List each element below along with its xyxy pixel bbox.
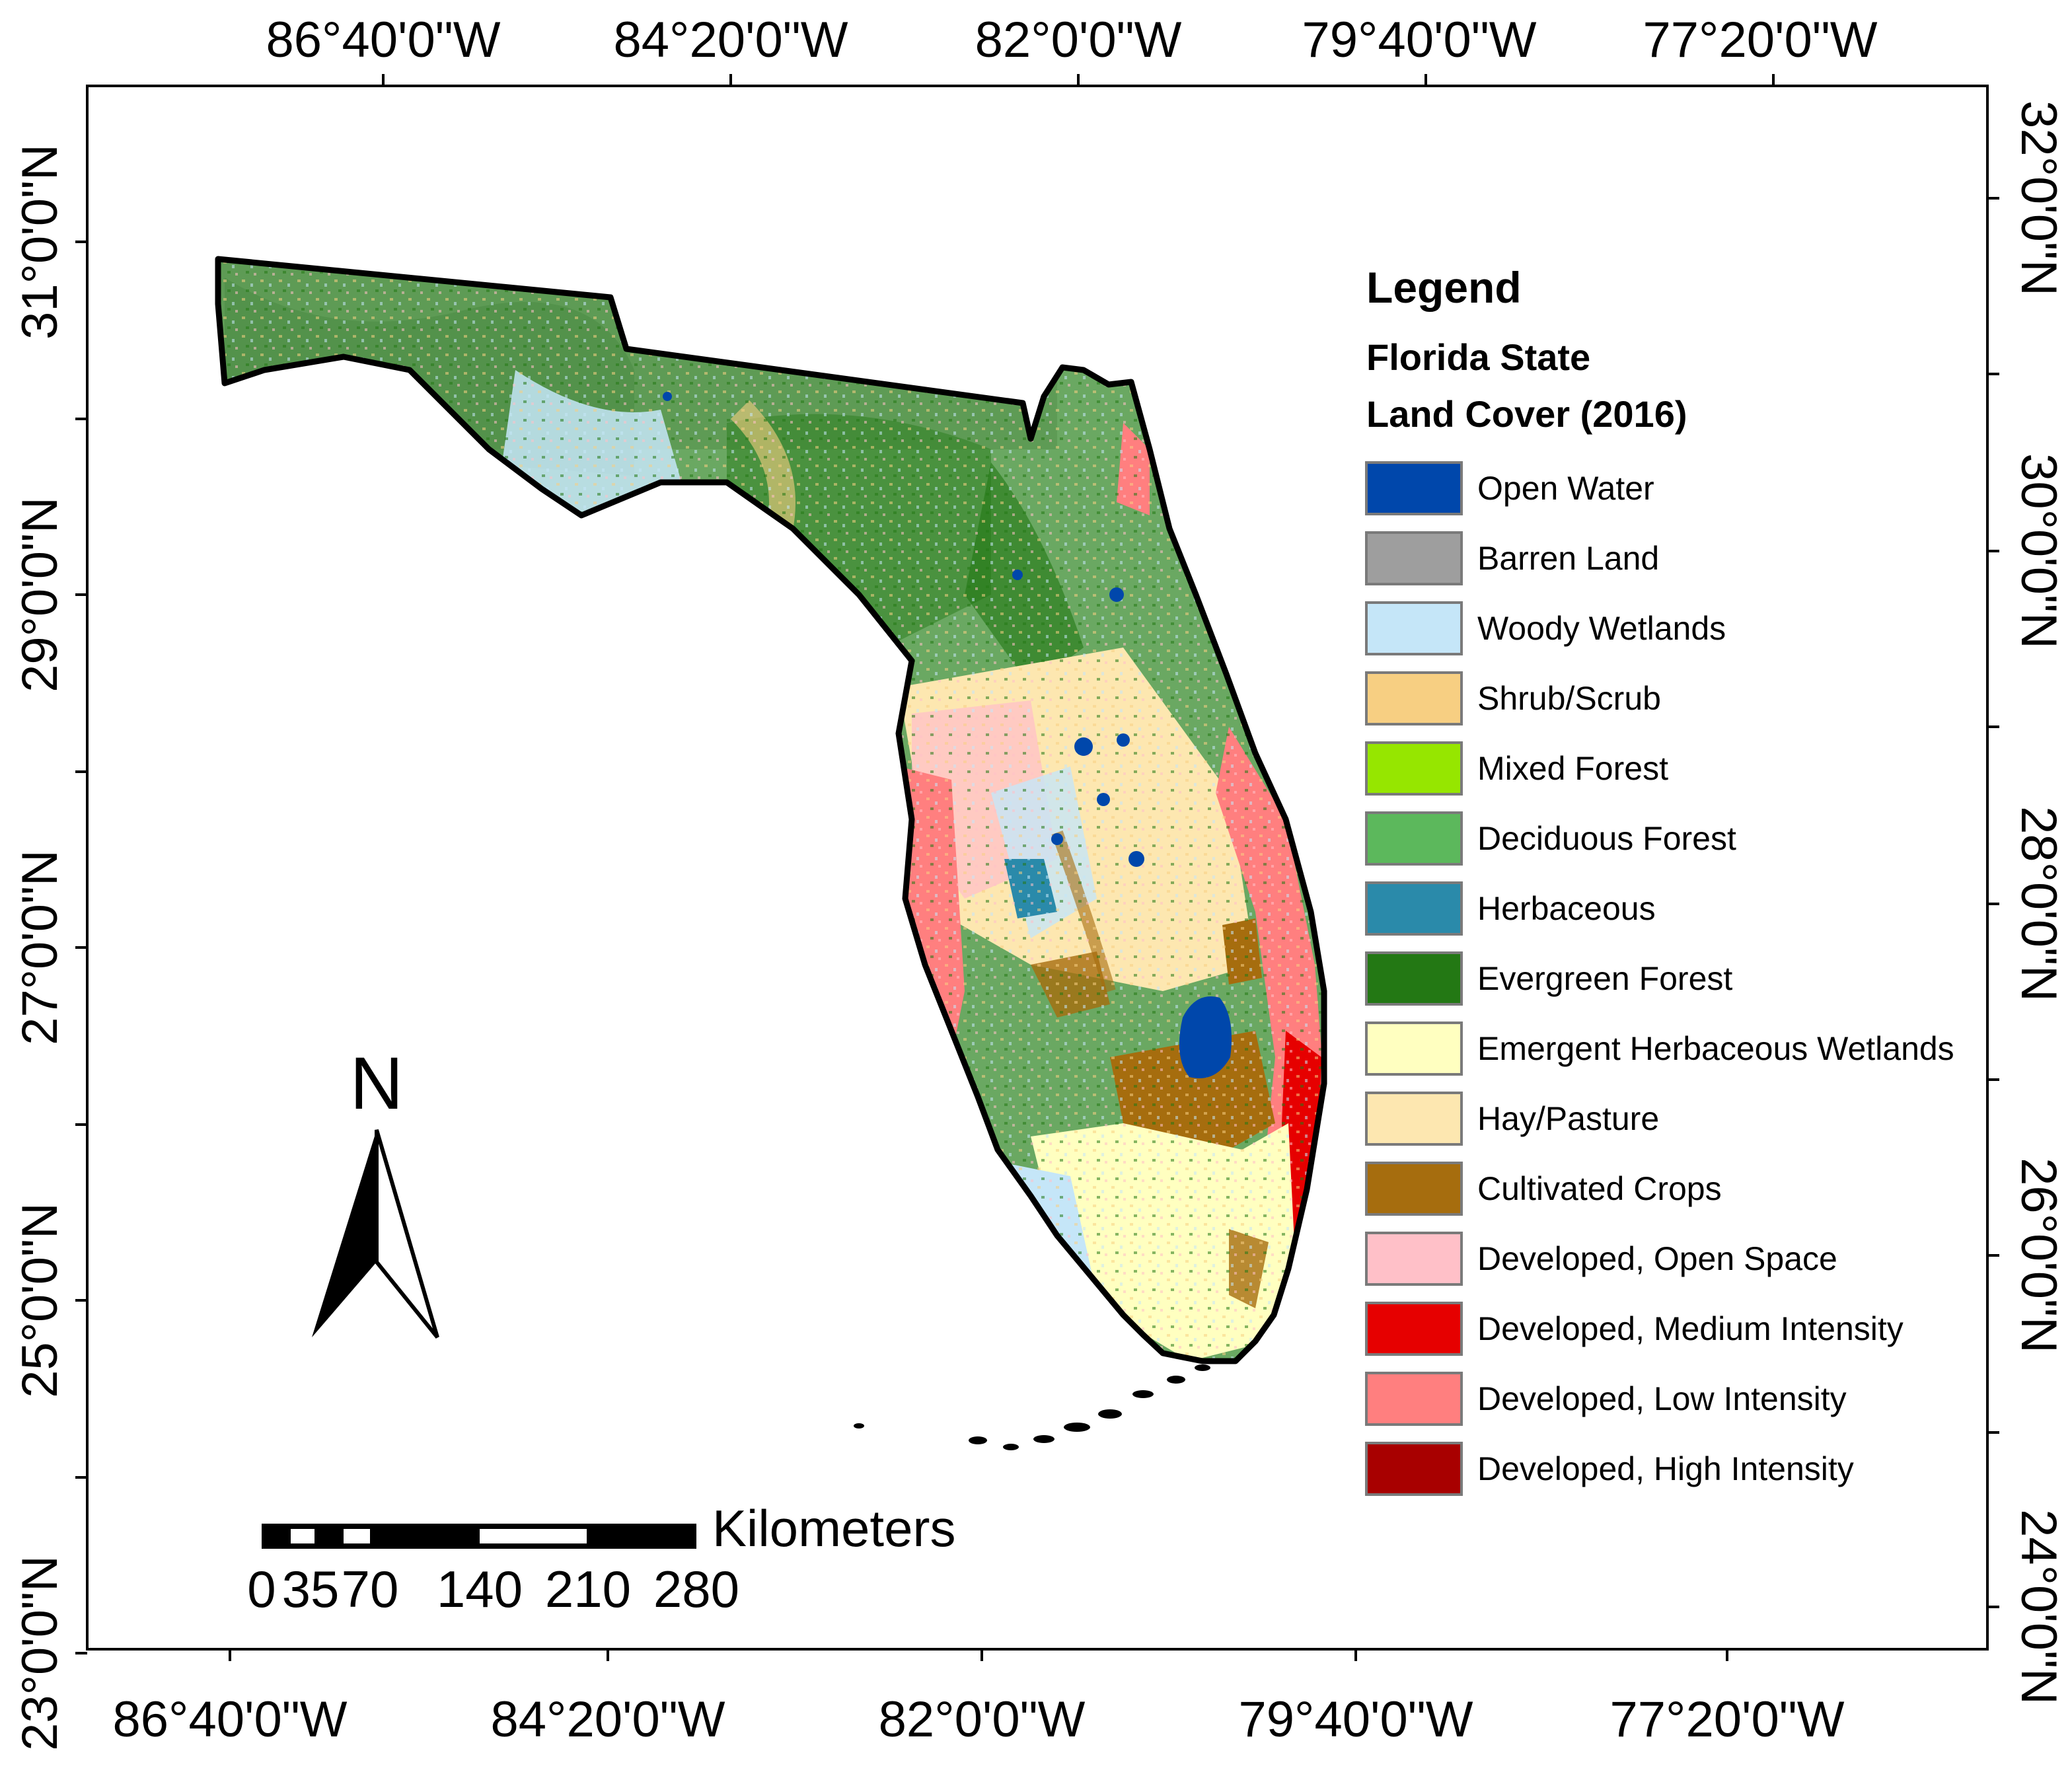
legend-label: Emergent Herbaceous Wetlands xyxy=(1477,1030,1954,1067)
legend-item: Shrub/Scrub xyxy=(1365,671,1661,725)
legend-label: Mixed Forest xyxy=(1477,750,1668,787)
legend-swatch xyxy=(1365,1232,1463,1286)
north-arrow-icon xyxy=(312,1130,377,1337)
legend-subtitle: Florida State xyxy=(1366,336,1590,378)
legend-swatch xyxy=(1365,601,1463,655)
legend-item: Mixed Forest xyxy=(1365,741,1668,796)
north-arrow-label: N xyxy=(350,1042,404,1125)
scale-tick-label: 140 xyxy=(437,1560,523,1618)
north-arrow: N xyxy=(312,1042,439,1339)
legend-swatch xyxy=(1365,811,1463,866)
legend-label: Barren Land xyxy=(1477,540,1659,577)
florida-keys xyxy=(854,1364,1210,1450)
legend-swatch xyxy=(1365,1442,1463,1496)
legend-label: Open Water xyxy=(1477,470,1654,507)
legend-swatch xyxy=(1365,1302,1463,1356)
legend-item: Deciduous Forest xyxy=(1365,811,1736,866)
left-lat-label: 27°0'0"N xyxy=(12,850,68,1045)
scale-tick-label: 70 xyxy=(342,1560,399,1618)
graticule-ticks xyxy=(75,74,1999,1661)
top-lon-label: 84°20'0"W xyxy=(614,12,848,68)
top-lon-label: 77°20'0"W xyxy=(1643,12,1878,68)
legend-subtitle: Land Cover (2016) xyxy=(1366,393,1687,435)
legend-item: Woody Wetlands xyxy=(1365,601,1726,655)
bottom-lon-label: 82°0'0"W xyxy=(879,1691,1086,1748)
legend-item: Developed, Low Intensity xyxy=(1365,1372,1847,1426)
left-lat-label: 29°0'0"N xyxy=(12,497,68,692)
legend-label: Herbaceous xyxy=(1477,890,1656,927)
right-lat-label: 28°0'0"N xyxy=(2011,806,2067,1002)
legend-swatch xyxy=(1365,1372,1463,1426)
legend-swatch xyxy=(1365,671,1463,725)
top-lon-label: 79°40'0"W xyxy=(1302,12,1537,68)
scale-bar: Kilometers 0 35 70 140 210 280 xyxy=(247,1499,955,1618)
legend-swatch xyxy=(1365,1092,1463,1146)
top-lon-label: 86°40'0"W xyxy=(266,12,501,68)
right-lat-label: 30°0'0"N xyxy=(2011,453,2067,649)
legend-swatch xyxy=(1365,881,1463,936)
scale-unit: Kilometers xyxy=(712,1499,955,1557)
legend-swatch xyxy=(1365,951,1463,1006)
right-lat-label: 26°0'0"N xyxy=(2011,1158,2067,1353)
legend-item: Hay/Pasture xyxy=(1365,1092,1659,1146)
legend-item: Emergent Herbaceous Wetlands xyxy=(1365,1021,1954,1076)
legend-label: Developed, High Intensity xyxy=(1477,1450,1854,1487)
legend-label: Deciduous Forest xyxy=(1477,820,1736,857)
legend-swatch xyxy=(1365,1162,1463,1216)
legend-item: Developed, High Intensity xyxy=(1365,1442,1854,1496)
legend-item: Cultivated Crops xyxy=(1365,1162,1722,1216)
legend-item: Open Water xyxy=(1365,461,1654,515)
bottom-lon-label: 77°20'0"W xyxy=(1610,1691,1845,1748)
legend-item: Developed, Medium Intensity xyxy=(1365,1302,1904,1356)
legend-heading: Legend xyxy=(1366,263,1522,312)
legend-swatch xyxy=(1365,1021,1463,1076)
legend-item: Herbaceous xyxy=(1365,881,1656,936)
bottom-lon-label: 86°40'0"W xyxy=(113,1691,348,1748)
legend-label: Developed, Open Space xyxy=(1477,1240,1837,1277)
legend-label: Developed, Low Intensity xyxy=(1477,1380,1847,1417)
legend: Legend Florida State Land Cover (2016) O… xyxy=(1365,263,1954,1496)
left-lat-label: 31°0'0"N xyxy=(12,144,68,340)
legend-label: Cultivated Crops xyxy=(1477,1170,1722,1207)
legend-item: Developed, Open Space xyxy=(1365,1232,1837,1286)
legend-label: Developed, Medium Intensity xyxy=(1477,1310,1904,1347)
legend-swatch xyxy=(1365,461,1463,515)
scale-tick-label: 210 xyxy=(545,1560,631,1618)
scale-tick-label: 280 xyxy=(653,1560,739,1618)
florida-coastline xyxy=(215,256,1327,1364)
legend-swatch xyxy=(1365,741,1463,796)
bottom-lon-label: 84°20'0"W xyxy=(491,1691,725,1748)
legend-label: Woody Wetlands xyxy=(1477,610,1726,647)
legend-label: Hay/Pasture xyxy=(1477,1100,1659,1137)
legend-item: Barren Land xyxy=(1365,531,1659,585)
legend-label: Evergreen Forest xyxy=(1477,960,1732,997)
legend-label: Shrub/Scrub xyxy=(1477,680,1661,717)
right-lat-label: 32°0'0"N xyxy=(2011,100,2067,296)
legend-items: Open Water Barren Land Woody Wetlands Shrub… xyxy=(1365,461,1954,1496)
bottom-lon-label: 79°40'0"W xyxy=(1239,1691,1473,1748)
legend-swatch xyxy=(1365,531,1463,585)
right-lat-label: 24°0'0"N xyxy=(2011,1509,2067,1705)
left-lat-label: 23°0'0"N xyxy=(12,1555,68,1751)
legend-item: Evergreen Forest xyxy=(1365,951,1732,1006)
scale-tick-label: 0 xyxy=(247,1560,276,1618)
left-lat-label: 25°0'0"N xyxy=(12,1203,68,1398)
top-lon-label: 82°0'0"W xyxy=(975,12,1182,68)
scale-tick-label: 35 xyxy=(282,1560,340,1618)
